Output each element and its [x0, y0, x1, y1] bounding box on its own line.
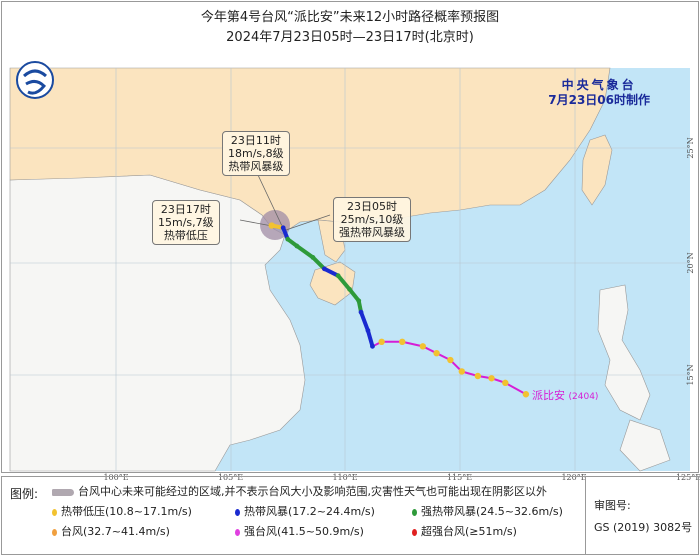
sty-dot-icon: [235, 528, 240, 536]
legend-label: 强台风(41.5~50.9m/s): [244, 525, 364, 538]
track-point: [294, 243, 300, 249]
lon-tick-label: 100°E: [103, 473, 128, 482]
track-point: [419, 343, 427, 350]
td-dot-icon: [52, 508, 57, 516]
callout-23-17: 23日17时 15m/s,7级 热带低压: [152, 200, 220, 245]
sts-dot-icon: [412, 508, 417, 516]
track-point: [447, 356, 454, 364]
legend-label: 热带风暴(17.2~24.4m/s): [244, 505, 375, 518]
land-philippines: [597, 284, 671, 472]
legend-item-ts: 热带风暴(17.2~24.4m/s): [235, 503, 375, 519]
track-point: [347, 286, 352, 292]
lon-tick-label: 110°E: [332, 473, 357, 482]
callout-time: 23日05时: [347, 200, 397, 213]
callout-wind: 15m/s,7级: [158, 216, 214, 229]
typhoon-name: 派比安: [532, 389, 565, 402]
track-point: [358, 309, 364, 315]
graticule: [10, 68, 690, 471]
track-point: [458, 368, 465, 375]
track-point: [280, 225, 286, 231]
track-point: [268, 222, 275, 229]
track-segment: [323, 267, 340, 278]
callout-wind: 18m/s,8级: [228, 147, 284, 160]
area-note-text: 台风中心未来可能经过的区域,并不表示台风大小及影响范围,灾害性天气也可能出现在阴…: [78, 485, 547, 498]
track-point: [365, 328, 371, 333]
track-point: [370, 343, 375, 349]
track-point: [399, 338, 406, 345]
legend-divider: [585, 477, 586, 554]
track-segment: [311, 256, 326, 271]
callout-level: 强热带风暴级: [339, 226, 405, 239]
track-point: [285, 236, 291, 242]
track-point: [321, 266, 327, 272]
typhoon-name-label: 派比安 (2404): [532, 387, 598, 403]
callout-time: 23日11时: [230, 134, 281, 147]
callout-23-05: 23日05时 25m/s,10级 强热带风暴级: [333, 197, 411, 242]
legend-item-td: 热带低压(10.8~17.1m/s): [52, 503, 192, 519]
lat-tick-label: 25°N: [686, 137, 695, 158]
lon-tick-label: 120°E: [561, 473, 586, 482]
lon-tick-label: 115°E: [447, 473, 472, 482]
ty-dot-icon: [52, 528, 57, 536]
callout-level: 热带低压: [163, 229, 208, 242]
lat-tick-label: 20°N: [686, 252, 695, 273]
ts-dot-icon: [235, 508, 240, 516]
track-segment: [348, 288, 361, 303]
track-point: [335, 273, 341, 279]
legend-item-superty: 超强台风(≥51m/s): [412, 523, 517, 539]
callout-leaders: [239, 174, 331, 231]
legend-label: 热带低压(10.8~17.1m/s): [61, 505, 192, 518]
map-frame: [1, 1, 699, 473]
track-point: [378, 338, 385, 345]
track-point: [502, 379, 509, 387]
callout-time: 23日17时: [160, 203, 211, 216]
track-segment: [359, 311, 370, 332]
agency-name: 中央气象台: [561, 78, 637, 92]
approval-label: 审图号:: [594, 499, 631, 512]
track-point: [474, 372, 482, 380]
legend-area-note: 台风中心未来可能经过的区域,并不表示台风大小及影响范围,灾害性天气也可能出现在阴…: [52, 483, 547, 499]
track-segment: [365, 329, 375, 347]
track-point: [356, 298, 362, 304]
land-hainan: [309, 261, 356, 306]
approval-number: GS (2019) 3082号: [594, 521, 693, 534]
lon-tick-label: 125°E: [676, 473, 700, 482]
agency-stamp: 中央气象台 7月23日06时制作: [548, 78, 650, 108]
legend-label: 强热带风暴(24.5~32.6m/s): [421, 505, 563, 518]
track-point: [488, 375, 495, 382]
lon-tick-label: 105°E: [218, 473, 243, 482]
track-point: [522, 391, 530, 398]
probability-area-icon: [52, 488, 74, 496]
map: 100°E 105°E 110°E 115°E 120°E 125°E 25°N 20°N 15…: [9, 61, 700, 482]
chart-title: 今年第4号台风“派比安”未来12小时路径概率预报图: [200, 10, 500, 25]
callout-wind: 25m/s,10级: [340, 213, 404, 226]
callout-level: 热带风暴级: [228, 160, 284, 173]
lat-tick-label: 15°N: [686, 364, 695, 385]
legend-item-sty: 强台风(41.5~50.9m/s): [235, 523, 364, 539]
track-point: [433, 350, 440, 357]
issue-time: 7月23日06时制作: [548, 93, 650, 107]
callout-23-11: 23日11时 18m/s,8级 热带风暴级: [222, 131, 290, 176]
legend-label: 台风(32.7~41.4m/s): [61, 525, 170, 538]
track-segment: [336, 274, 352, 291]
superty-dot-icon: [412, 528, 417, 536]
legend-label: 超强台风(≥51m/s): [421, 525, 517, 538]
chart-subtitle: 2024年7月23日05时—23日17时(北京时): [226, 30, 474, 45]
legend: 图例: 台风中心未来可能经过的区域,并不表示台风大小及影响范围,灾害性天气也可能…: [1, 476, 699, 555]
track-point: [310, 255, 316, 260]
legend-item-ty: 台风(32.7~41.4m/s): [52, 523, 170, 539]
track-segment: [295, 244, 315, 260]
land-taiwan: [581, 134, 613, 206]
legend-item-sts: 强热带风暴(24.5~32.6m/s): [412, 503, 563, 519]
typhoon-code: (2404): [568, 392, 599, 402]
cma-logo: [16, 61, 54, 99]
legend-heading: 图例:: [10, 487, 39, 501]
